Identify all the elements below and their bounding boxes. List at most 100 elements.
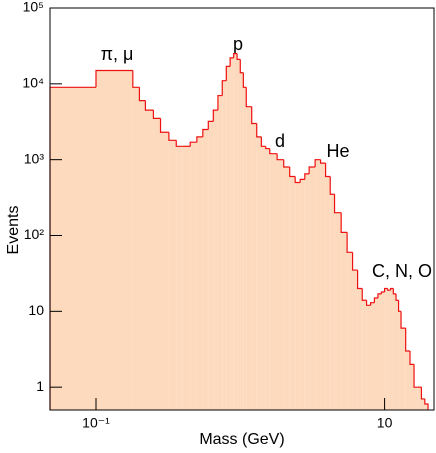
bar <box>213 110 218 410</box>
annotation: d <box>275 131 285 151</box>
bar-outline <box>159 118 169 133</box>
bar <box>153 118 161 410</box>
bar <box>237 59 241 410</box>
bar <box>377 293 382 410</box>
bar <box>283 167 290 410</box>
bar-outline <box>260 136 266 147</box>
bar <box>325 176 331 410</box>
bar-outline <box>95 69 133 88</box>
bar <box>366 305 371 410</box>
bar-outline <box>304 173 310 180</box>
bar-outline <box>269 148 278 155</box>
bar-outline <box>152 110 161 120</box>
bar <box>347 252 353 410</box>
bar <box>269 153 278 410</box>
bar <box>160 132 169 411</box>
bar <box>240 72 244 410</box>
bar-outline <box>132 70 140 88</box>
bar-outline <box>189 141 197 147</box>
annotation: π, μ <box>101 44 134 64</box>
bar <box>50 87 96 410</box>
bar-outline <box>144 100 154 111</box>
bar-outline <box>283 159 290 168</box>
bar <box>300 179 305 410</box>
bar-outline <box>221 80 227 96</box>
bar <box>145 110 154 410</box>
bar-outline <box>387 288 391 291</box>
bar <box>362 300 367 410</box>
bar <box>384 288 388 410</box>
bar <box>396 300 399 410</box>
bar <box>246 106 252 411</box>
x-tick-label: 10 <box>377 415 393 431</box>
bar-outline <box>389 287 394 291</box>
x-axis-label: Mass (GeV) <box>199 431 284 448</box>
bar-outline <box>138 87 146 102</box>
y-tick-label: 1 <box>36 378 44 394</box>
plot-frame <box>49 7 435 411</box>
bar-outline <box>365 300 371 306</box>
bar-outline <box>242 72 247 88</box>
bar-outline <box>256 123 262 138</box>
bar <box>352 270 358 410</box>
bar-outline <box>289 167 296 178</box>
bar-outline <box>333 194 342 214</box>
bar-outline <box>400 311 406 329</box>
bar <box>421 398 425 410</box>
bar-outline <box>424 398 429 410</box>
y-tick-label: 10³ <box>24 150 45 166</box>
bar-outline <box>395 293 399 301</box>
bar-outline <box>319 159 326 164</box>
bar-outline <box>346 232 353 253</box>
y-axis-label: Events <box>5 206 22 255</box>
bar-outline <box>397 300 402 312</box>
bar-outline <box>405 328 410 352</box>
bar <box>256 136 262 410</box>
bar-outline <box>340 212 348 233</box>
bar-outline <box>212 109 218 122</box>
bar <box>320 163 326 410</box>
bar <box>401 328 406 410</box>
bar-outline <box>225 65 231 81</box>
bar <box>243 87 247 410</box>
bar <box>230 57 234 410</box>
bar-outline <box>329 176 335 195</box>
y-tick-label: 10⁵ <box>23 0 44 15</box>
bar <box>139 100 146 410</box>
bar <box>176 146 183 410</box>
bar-outline <box>377 293 382 298</box>
bar <box>190 142 197 411</box>
bar-outline <box>202 128 209 137</box>
bar <box>315 159 321 410</box>
bar <box>387 290 391 410</box>
bar-outline <box>251 106 257 125</box>
bar <box>409 364 415 410</box>
bar <box>417 387 422 410</box>
bar <box>233 53 238 411</box>
bar <box>381 291 385 410</box>
bar-outline <box>229 57 234 67</box>
bar-outline <box>392 288 397 295</box>
bar-outline <box>370 302 375 306</box>
bar <box>265 148 270 411</box>
bar <box>390 288 394 410</box>
bar-outline <box>175 140 183 147</box>
bar <box>182 146 191 410</box>
bar <box>217 95 223 410</box>
annotation: C, N, O <box>372 261 432 281</box>
bar-outline <box>324 163 331 178</box>
bar <box>168 140 177 410</box>
bar-outline <box>265 146 270 150</box>
bar <box>196 136 203 410</box>
bar <box>309 167 316 410</box>
bar-outline <box>294 176 301 184</box>
bar <box>357 288 363 410</box>
bar <box>95 70 133 410</box>
bar <box>370 302 375 410</box>
bar-outline <box>236 53 241 60</box>
bar-outline <box>245 87 252 108</box>
bar <box>341 232 348 410</box>
bar-outline <box>233 53 238 58</box>
bar-outline <box>380 291 385 294</box>
bar <box>289 176 296 410</box>
